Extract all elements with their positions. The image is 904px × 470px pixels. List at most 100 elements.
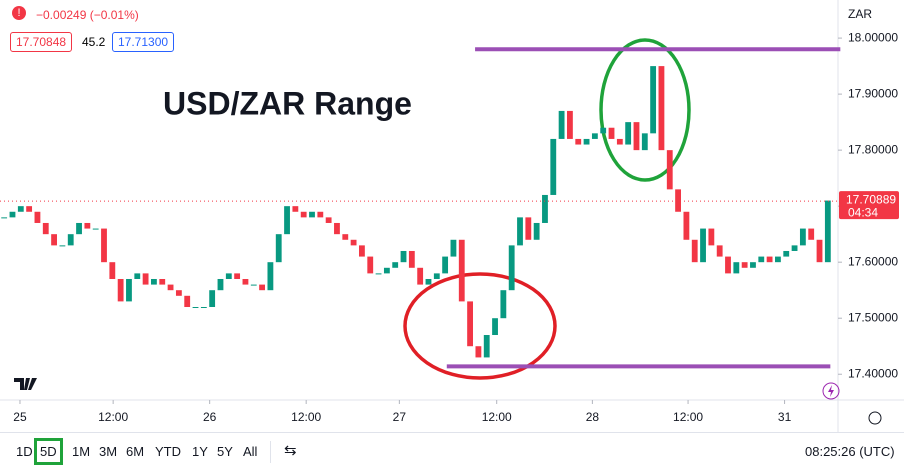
candle	[517, 217, 523, 246]
change: −0.00249 (−0.01%)	[36, 8, 139, 22]
candle	[34, 211, 41, 223]
candle	[109, 262, 116, 279]
candle	[675, 189, 681, 212]
candle	[159, 278, 166, 285]
chart: USD/ZAR Range ZAR 17.40000 17.50000 17.600…	[0, 0, 904, 432]
separator	[270, 441, 271, 463]
candle	[184, 295, 191, 308]
timeframe-button[interactable]: 1M	[72, 444, 91, 459]
candle	[583, 138, 590, 145]
candle	[151, 278, 157, 285]
candle	[683, 211, 690, 240]
x-tick-label: 31	[778, 410, 792, 424]
candle	[492, 318, 498, 336]
candle	[217, 278, 224, 291]
tv-logo	[14, 378, 37, 390]
candle	[600, 127, 607, 134]
candle	[26, 206, 33, 212]
last-price-box	[839, 191, 899, 220]
candle	[458, 239, 465, 302]
candle	[766, 256, 773, 263]
y-tick-label: 17.50000	[848, 310, 898, 324]
candle	[142, 273, 149, 285]
candle	[101, 228, 107, 263]
candle	[175, 290, 182, 296]
candle	[417, 267, 424, 285]
candle	[209, 290, 216, 308]
bottom-toolbar: 08:25:26 (UTC) ⇆ 1D 5D 1M 3M 6M YTD 1Y 5Y All	[0, 432, 904, 470]
settings-icon[interactable]	[868, 411, 882, 425]
candle	[292, 206, 299, 212]
candle	[325, 217, 332, 223]
candle	[9, 211, 16, 218]
candle	[234, 273, 241, 279]
x-tick-label: 27	[393, 410, 407, 424]
candle	[783, 250, 790, 257]
x-tick-label: 12:00	[291, 410, 321, 424]
candle	[84, 222, 91, 229]
candle	[533, 222, 540, 240]
x-tick-label: 26	[203, 410, 217, 424]
candle	[375, 273, 382, 275]
currency: ZAR	[848, 7, 872, 21]
candle	[259, 284, 265, 291]
spread: 45.2	[82, 35, 106, 49]
candle	[192, 307, 199, 309]
candle	[641, 133, 648, 151]
candle	[816, 239, 823, 263]
candle	[383, 267, 390, 274]
x-tick-label: 25	[13, 410, 27, 424]
timeframe-button[interactable]: 1Y	[192, 444, 208, 459]
candle	[167, 284, 174, 291]
candle	[450, 239, 457, 257]
candle	[300, 211, 307, 218]
timeframe-button[interactable]: 3M	[99, 444, 118, 459]
status-icon: !	[12, 6, 26, 20]
timeframe-button[interactable]: YTD	[155, 444, 181, 459]
x-tick-label: 28	[586, 410, 600, 424]
candle	[824, 200, 831, 263]
candle	[542, 194, 548, 223]
timeframe-button[interactable]: 1D	[16, 444, 33, 459]
candle	[467, 301, 473, 347]
timeframe-button[interactable]: All	[243, 444, 258, 459]
candle	[525, 217, 532, 240]
candle	[808, 228, 815, 240]
timeframe-button[interactable]: 5D	[34, 438, 63, 465]
timeframe-button[interactable]: 6M	[126, 444, 145, 459]
candle	[508, 245, 515, 291]
candle	[666, 150, 673, 190]
candle	[475, 346, 482, 358]
candle	[134, 273, 141, 279]
ask-price: 17.71300	[112, 32, 175, 52]
candle	[408, 250, 415, 268]
candle	[267, 262, 274, 291]
candle	[500, 290, 507, 319]
date-range-icon[interactable]: ⇆	[284, 442, 297, 459]
candle	[633, 122, 640, 151]
candle	[591, 133, 598, 139]
candle	[775, 256, 781, 263]
alert-icon[interactable]	[822, 382, 840, 400]
y-tick-label: 17.60000	[848, 254, 898, 268]
clock: 08:25:26 (UTC)	[805, 444, 895, 459]
candle	[334, 222, 340, 235]
chart-title: USD/ZAR Range	[163, 85, 412, 121]
timeframe-button[interactable]: 5Y	[217, 444, 233, 459]
y-tick-label: 17.90000	[848, 86, 898, 100]
candle	[284, 206, 290, 235]
candle	[59, 245, 66, 247]
countdown: 04:34	[848, 205, 878, 219]
candle	[425, 278, 432, 285]
candle	[1, 217, 8, 219]
candle	[67, 234, 74, 246]
candle	[616, 138, 623, 145]
candle	[126, 278, 132, 302]
candle	[708, 228, 715, 246]
x-tick-label: 12:00	[98, 410, 128, 424]
candle	[567, 110, 573, 139]
candle	[367, 256, 374, 274]
candle	[691, 239, 698, 263]
candle	[42, 222, 49, 235]
